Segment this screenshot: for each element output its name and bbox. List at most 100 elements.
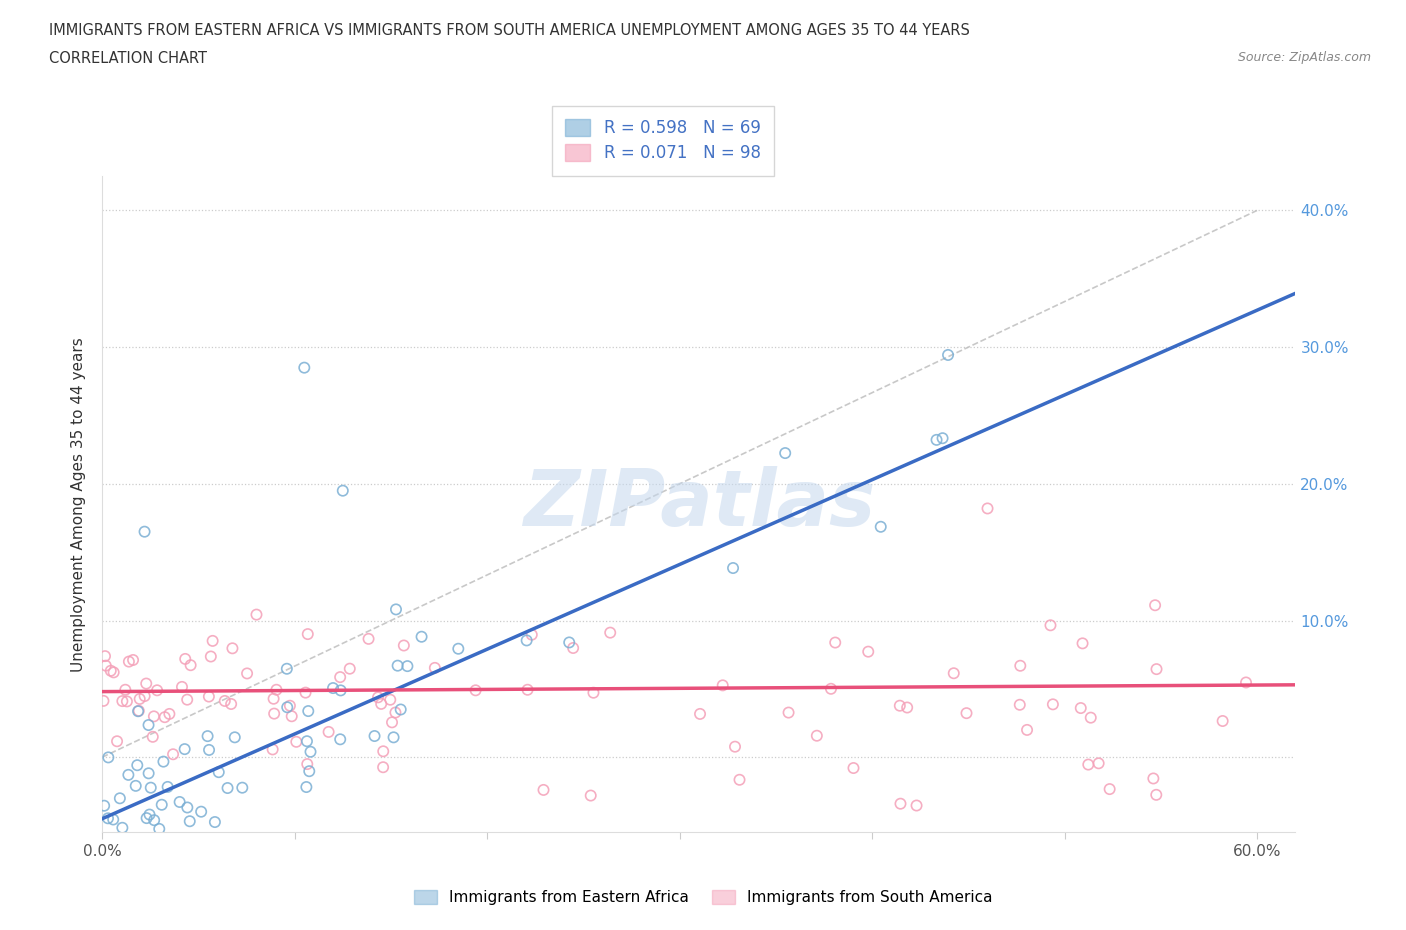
Point bbox=[339, 661, 361, 676]
Point bbox=[579, 788, 602, 803]
Point bbox=[111, 820, 134, 835]
Point bbox=[1008, 698, 1031, 712]
Point bbox=[176, 692, 198, 707]
Point bbox=[208, 764, 231, 779]
Point bbox=[869, 519, 891, 534]
Point bbox=[1039, 618, 1062, 632]
Point bbox=[778, 705, 800, 720]
Point bbox=[231, 780, 253, 795]
Point bbox=[93, 798, 115, 813]
Point bbox=[122, 653, 145, 668]
Point bbox=[150, 797, 173, 812]
Point bbox=[100, 663, 122, 678]
Point bbox=[103, 812, 125, 827]
Point bbox=[1098, 781, 1121, 796]
Point bbox=[1144, 788, 1167, 803]
Point bbox=[842, 761, 865, 776]
Point bbox=[128, 703, 150, 718]
Point bbox=[380, 692, 402, 707]
Point bbox=[198, 689, 221, 704]
Point bbox=[204, 815, 226, 830]
Point bbox=[329, 683, 352, 698]
Point bbox=[200, 649, 222, 664]
Point bbox=[105, 734, 128, 749]
Point bbox=[142, 729, 165, 744]
Point bbox=[180, 658, 202, 672]
Point bbox=[562, 641, 585, 656]
Point bbox=[125, 778, 148, 793]
Point bbox=[217, 780, 239, 795]
Point bbox=[516, 683, 538, 698]
Point bbox=[97, 750, 120, 764]
Point bbox=[329, 732, 352, 747]
Legend: Immigrants from Eastern Africa, Immigrants from South America: Immigrants from Eastern Africa, Immigran… bbox=[406, 883, 1000, 913]
Point bbox=[1144, 598, 1167, 613]
Point bbox=[93, 694, 115, 709]
Point bbox=[370, 697, 392, 711]
Legend: R = 0.598   N = 69, R = 0.071   N = 98: R = 0.598 N = 69, R = 0.071 N = 98 bbox=[553, 106, 775, 176]
Point bbox=[1234, 675, 1257, 690]
Point bbox=[96, 912, 118, 927]
Point bbox=[262, 742, 284, 757]
Point bbox=[423, 660, 446, 675]
Point bbox=[889, 698, 911, 713]
Point bbox=[276, 699, 298, 714]
Point bbox=[190, 804, 212, 819]
Text: Source: ZipAtlas.com: Source: ZipAtlas.com bbox=[1237, 51, 1371, 64]
Point bbox=[387, 658, 409, 673]
Point bbox=[145, 844, 167, 858]
Point bbox=[153, 710, 176, 724]
Point bbox=[1070, 700, 1092, 715]
Point bbox=[1010, 658, 1032, 673]
Point bbox=[173, 742, 195, 757]
Point bbox=[322, 681, 344, 696]
Point bbox=[373, 744, 395, 759]
Point bbox=[392, 638, 415, 653]
Point bbox=[728, 772, 751, 787]
Point bbox=[955, 706, 977, 721]
Point bbox=[145, 842, 167, 857]
Point bbox=[134, 688, 156, 703]
Point bbox=[139, 780, 162, 795]
Point bbox=[214, 694, 236, 709]
Point bbox=[174, 652, 197, 667]
Point bbox=[97, 811, 120, 826]
Point bbox=[148, 821, 170, 836]
Point bbox=[142, 709, 165, 724]
Point bbox=[115, 694, 138, 709]
Point bbox=[219, 697, 242, 711]
Point bbox=[221, 641, 243, 656]
Point bbox=[236, 666, 259, 681]
Point bbox=[382, 730, 405, 745]
Point bbox=[266, 683, 288, 698]
Point bbox=[516, 633, 538, 648]
Point bbox=[120, 913, 142, 928]
Point bbox=[111, 694, 134, 709]
Point bbox=[179, 814, 201, 829]
Y-axis label: Unemployment Among Ages 35 to 44 years: Unemployment Among Ages 35 to 44 years bbox=[72, 337, 86, 671]
Point bbox=[294, 685, 316, 700]
Point bbox=[1146, 661, 1168, 676]
Point bbox=[689, 707, 711, 722]
Point bbox=[297, 704, 319, 719]
Point bbox=[292, 360, 315, 375]
Point bbox=[931, 431, 953, 445]
Point bbox=[396, 658, 419, 673]
Point bbox=[276, 661, 298, 676]
Point bbox=[295, 779, 318, 794]
Point bbox=[297, 627, 319, 642]
Point bbox=[711, 678, 734, 693]
Point bbox=[135, 676, 157, 691]
Point bbox=[94, 649, 117, 664]
Point bbox=[152, 754, 174, 769]
Point bbox=[117, 767, 139, 782]
Point bbox=[103, 665, 125, 680]
Point bbox=[318, 724, 340, 739]
Point bbox=[1015, 723, 1038, 737]
Point bbox=[936, 348, 959, 363]
Point bbox=[299, 744, 322, 759]
Point bbox=[520, 628, 543, 643]
Point bbox=[114, 683, 136, 698]
Point bbox=[108, 790, 131, 805]
Point bbox=[138, 807, 160, 822]
